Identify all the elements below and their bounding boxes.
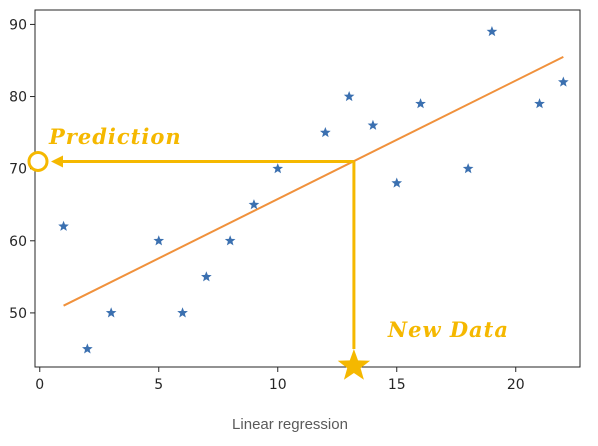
y-tick-label-50: 50 [9, 306, 27, 322]
data-point-7 [224, 235, 236, 246]
data-point-4 [153, 235, 165, 246]
data-point-14 [415, 98, 426, 109]
data-point-18 [558, 76, 569, 87]
data-point-11 [343, 90, 355, 102]
new-data-label: New Data [387, 317, 509, 342]
prediction-arrowhead [51, 155, 63, 168]
x-tick-label-10: 10 [269, 377, 287, 393]
plot-frame [34, 9, 581, 368]
chart-caption: Linear regression [232, 416, 348, 433]
data-point-3 [105, 307, 117, 318]
x-tick-label-20: 20 [507, 377, 525, 393]
data-point-9 [272, 163, 284, 174]
data-point-5 [177, 307, 188, 318]
x-tick-label-15: 15 [388, 377, 406, 393]
regression-line [63, 55, 564, 307]
data-point-10 [320, 127, 331, 138]
data-point-6 [201, 271, 212, 282]
y-tick-label-70: 70 [9, 162, 27, 178]
x-tick-label-0: 0 [35, 377, 44, 393]
y-tick-label-60: 60 [9, 234, 27, 250]
prediction-circle [27, 150, 49, 172]
y-tick-label-80: 80 [9, 90, 27, 106]
data-point-12 [367, 119, 379, 130]
data-point-8 [248, 199, 260, 210]
new-data-star [337, 349, 371, 380]
regression-chart: 0 5 10 15 20 50 60 70 80 90 Prediction New Data [9, 9, 581, 393]
data-point-13 [391, 177, 403, 188]
data-point-15 [462, 163, 474, 174]
data-point-1 [58, 220, 69, 231]
data-point-2 [82, 343, 93, 354]
y-tick-label-90: 90 [9, 17, 27, 33]
data-point-17 [534, 98, 545, 109]
x-tick-label-5: 5 [154, 377, 163, 393]
prediction-label: Prediction [48, 124, 182, 149]
data-point-16 [486, 26, 498, 37]
